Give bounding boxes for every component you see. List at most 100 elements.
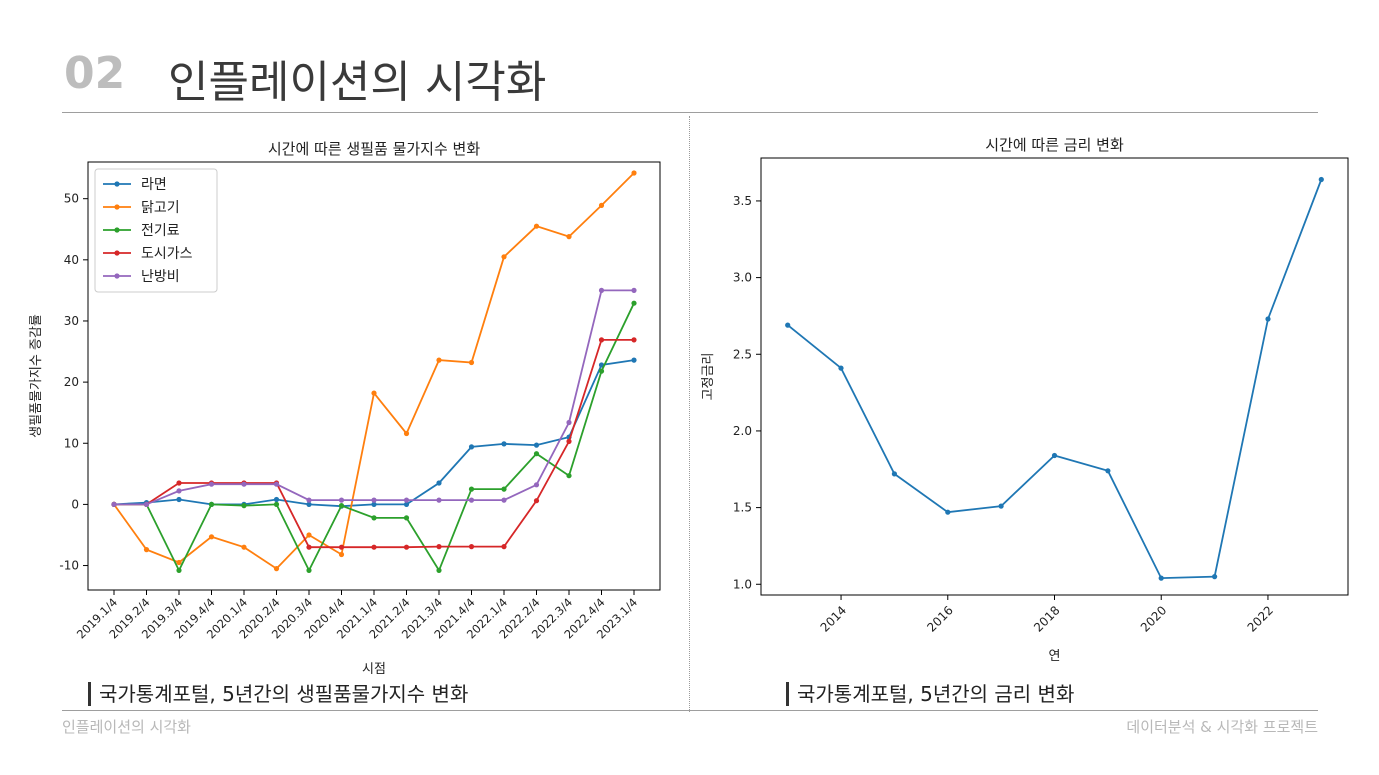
data-point: [838, 365, 844, 371]
data-point: [371, 390, 377, 396]
data-point: [468, 359, 475, 366]
footer-right: 데이터분석 & 시각화 프로젝트: [1126, 718, 1318, 736]
data-point: [501, 497, 507, 503]
data-point: [631, 357, 637, 363]
data-point: [566, 419, 572, 426]
x-axis-label: 시점: [362, 662, 386, 677]
data-point: [241, 544, 247, 550]
data-point: [403, 430, 410, 437]
data-point: [208, 534, 215, 540]
data-point: [371, 515, 377, 521]
data-point: [631, 300, 637, 306]
data-point: [306, 544, 312, 550]
y-tick-label: 40: [64, 253, 79, 267]
data-point: [273, 496, 280, 503]
data-point: [403, 497, 410, 503]
data-point: [566, 234, 572, 240]
data-point: [1105, 468, 1111, 474]
data-point: [945, 509, 951, 515]
data-point: [468, 497, 475, 503]
data-point: [566, 438, 572, 444]
data-point: [598, 202, 605, 208]
legend-marker: [114, 273, 120, 279]
y-tick-label: 2.5: [733, 347, 752, 361]
y-tick-label: 0: [71, 497, 79, 511]
right-caption: 국가통계포털, 5년간의 금리 변화: [786, 682, 1074, 706]
data-point: [998, 503, 1004, 509]
data-point: [403, 501, 410, 507]
column-divider: [689, 116, 690, 712]
data-point: [208, 481, 215, 487]
data-point: [338, 551, 345, 558]
data-point: [338, 544, 345, 550]
section-number: 02: [64, 48, 126, 99]
data-point: [436, 497, 442, 503]
data-point: [273, 566, 280, 572]
data-point: [403, 515, 410, 521]
interest-rate-chart: 시간에 따른 금리 변화 1.0 1.5 2.0 2.5 3.0 3.5 2014 2016 20…: [696, 128, 1366, 680]
header-divider: [62, 112, 1318, 113]
data-point: [338, 503, 345, 509]
footer-divider: [62, 710, 1318, 711]
legend-label: 도시가스: [141, 246, 193, 262]
data-point: [143, 501, 150, 507]
series-line: [113, 359, 635, 508]
series-line: [114, 302, 635, 573]
price-index-chart: 시간에 따른 생필품 물가지수 변화 -10 0 10 20 30 40 50 2019.1/4…: [20, 128, 680, 680]
data-point: [1051, 452, 1058, 459]
x-tick-label: 2022: [1245, 603, 1276, 634]
legend-label: 전기료: [141, 223, 180, 239]
data-point: [436, 357, 442, 363]
y-tick-label: 30: [64, 314, 79, 328]
data-point: [273, 501, 280, 507]
data-point: [631, 337, 637, 343]
data-point: [306, 532, 312, 538]
data-point: [1158, 575, 1164, 581]
series-line: [787, 179, 1323, 580]
x-tick-label: 2020: [1138, 603, 1169, 634]
y-tick-label: 1.5: [733, 501, 752, 515]
chart-title: 시간에 따른 생필품 물가지수 변화: [268, 140, 480, 158]
data-point: [176, 496, 182, 503]
y-tick-label: -10: [59, 559, 79, 573]
interest-rate-chart-svg: 시간에 따른 금리 변화 1.0 1.5 2.0 2.5 3.0 3.5 2014 2016 20…: [701, 136, 1349, 664]
price-index-chart-svg: 시간에 따른 생필품 물가지수 변화-10010203040502019.1/4…: [29, 140, 661, 677]
y-tick-label: 50: [64, 192, 79, 206]
data-point: [631, 287, 637, 293]
data-point: [176, 488, 182, 494]
data-point: [533, 223, 540, 229]
data-point: [338, 497, 345, 503]
data-point: [306, 567, 312, 573]
data-point: [1318, 176, 1324, 183]
data-point: [598, 287, 605, 293]
legend-label: 난방비: [141, 269, 180, 285]
data-point: [598, 337, 605, 343]
data-point: [176, 559, 182, 566]
legend-marker: [114, 250, 120, 256]
data-point: [371, 544, 377, 550]
footer-left: 인플레이션의 시각화: [62, 718, 191, 736]
data-point: [306, 497, 312, 503]
data-point: [598, 368, 605, 374]
data-point: [208, 501, 215, 507]
legend-box: [94, 168, 218, 293]
data-point: [501, 254, 507, 260]
y-axis-label: 고정금리: [701, 353, 716, 401]
y-tick-label: 3.5: [733, 194, 752, 208]
y-tick-label: 3.0: [733, 271, 752, 285]
data-point: [241, 481, 247, 487]
legend-marker: [114, 227, 120, 233]
plot-frame: [760, 157, 1349, 596]
x-tick-label: 2018: [1031, 603, 1062, 634]
legend-label: 라면: [141, 177, 167, 193]
data-point: [273, 481, 280, 487]
data-point: [176, 480, 182, 486]
data-point: [143, 547, 150, 553]
data-point: [533, 451, 540, 457]
data-point: [371, 501, 377, 507]
x-axis-label: 연: [1049, 649, 1061, 664]
data-point: [468, 486, 475, 492]
data-point: [241, 503, 247, 509]
left-caption: 국가통계포털, 5년간의 생필품물가지수 변화: [88, 682, 468, 706]
y-tick-label: 10: [64, 436, 79, 450]
